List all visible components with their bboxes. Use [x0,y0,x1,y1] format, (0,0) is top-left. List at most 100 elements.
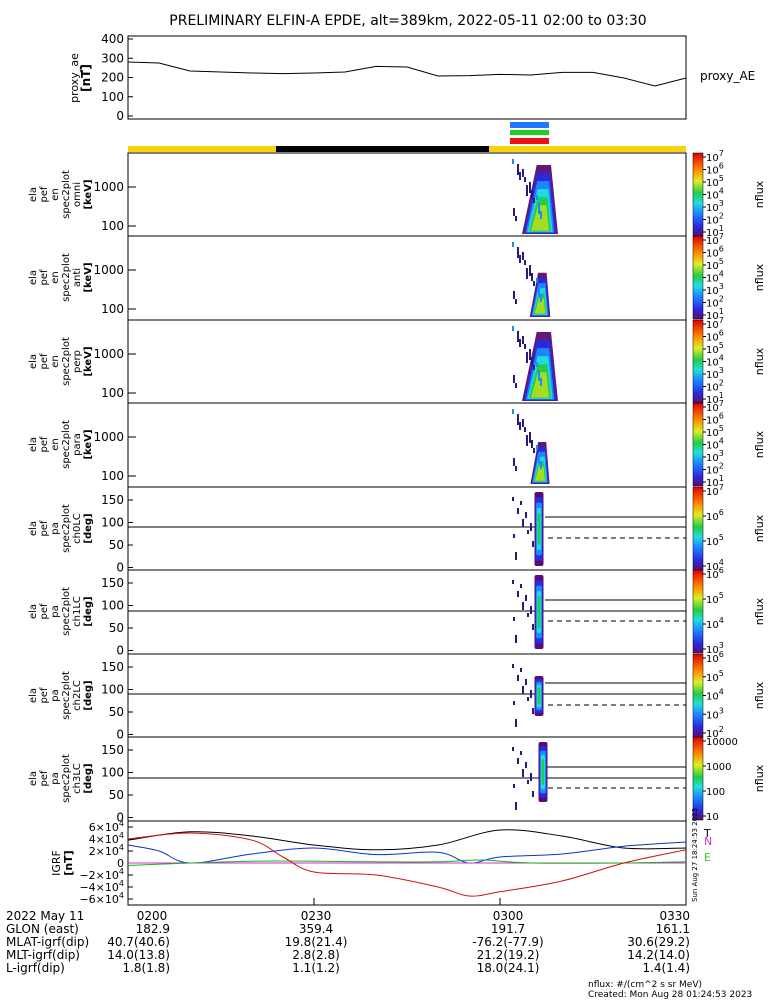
pa-spectro-speck [522,769,524,777]
xaxis-cell: 161.1 [656,922,690,936]
pa-panel-ch0 [127,486,687,571]
colorbar-tick-label-exp: 4 [719,616,724,625]
energy-spectro-speck [522,336,524,344]
pa-spectro-speck [527,697,529,701]
panel-ylabel-line: pef [39,687,50,704]
panel-ylabel-line: ch0LC [72,513,83,544]
colorbar-tick-label-exp: 6 [719,566,724,575]
panel-ytick-label: 100 [101,683,124,697]
xaxis-cell: 0230 [301,909,332,923]
proxy-ylabel-line: [nT] [79,64,93,92]
energy-spectro-speck [526,435,528,446]
colorbar [692,152,704,237]
energy-spectro-speck [526,352,528,363]
pa-spectro-speck [520,584,522,588]
pa-panel-ch2 [127,653,687,738]
igrf-series-line [127,841,687,864]
panel-ytick-label: 150 [101,660,124,674]
colorbar-tick-label-exp: 2 [719,379,724,388]
energy-spectro-speck [536,362,538,367]
panel-ytick-label: 0 [116,728,124,742]
igrf-ytick-label: 0 [117,857,124,870]
energy-spectro-speck [524,177,526,182]
colorbar-tick-label-exp: 3 [719,449,724,458]
proxy-ae-panel: 400 300 200 100 0 proxy_ae[nT] proxy_AE [68,32,755,123]
energy-spectro-speck [540,378,542,386]
igrf-legend-entry: N [704,835,712,848]
energy-spectro-speck [512,326,514,331]
panel-ytick-label: 100 [101,386,124,400]
pa-spectro-speck [527,530,529,534]
energy-spectro-speck [533,281,535,286]
pa-spectro-speck [522,686,524,694]
colorbar-tick-label-exp: 4 [719,270,724,279]
energy-spectro-speck [538,286,540,297]
side-stamp: Sun Aug 27 18:24:53 2023 [691,808,699,902]
xaxis-cell: 0200 [137,909,168,923]
energy-spectro-speck [515,466,517,471]
panel-ylabel-line: ela [28,604,39,619]
colorbar-tick-label-exp: 7 [719,149,724,158]
panel-ylabel-line: en [50,438,61,451]
igrf-ylabel-line: [nT] [62,850,75,875]
panel-ylabel-line: spec2plot [61,504,72,553]
colorbar-tick-label-exp: 4 [719,354,724,363]
pa-spectro-speck [525,762,527,768]
pa-spectro-speck [513,701,515,705]
colorbar-tick-label: 104 [706,616,724,631]
colorbar-tick-label-exp: 1 [719,391,724,400]
panel-ylabel-line: ch2LC [72,680,83,711]
xaxis-row-label: GLON (east) [6,922,79,936]
energy-spectro-speck [536,278,538,283]
colorbar-tick-label-exp: 6 [719,329,724,338]
panel-ylabel-line: [keV] [83,429,94,459]
energy-spectro-speck [519,172,521,180]
igrf-ytick-label-exp: 4 [119,831,124,840]
colorbar-tick-label-exp: 5 [719,424,724,433]
energy-spectro-speck [515,383,517,388]
proxy-ytick-label: 200 [101,71,124,85]
igrf-ytick-label: −4×104 [79,879,124,894]
energy-spectro-speck [519,255,521,263]
panel-ylabel-line: ela [28,270,39,285]
panel-ylabel-line: spec2plot [61,170,72,219]
energy-spectro-speck [512,242,514,247]
pa-spectro-speck [522,519,524,527]
xaxis-cell: 1.4(1.4) [642,961,690,975]
energy-spectro-speck [522,419,524,427]
colorbar-tick-label-exp: 4 [719,437,724,446]
colorbar-tick-label-exp: 5 [719,533,724,542]
energy-spectro-speck [529,349,531,360]
pa-spectro-speck [530,606,532,614]
energy-spectro-speck [540,461,542,469]
igrf-legend-entry: T [703,827,711,840]
energy-spectro-speck [536,195,538,200]
panel-ylabel-line: pef [39,353,50,370]
panel-ylabel-line: [keV] [83,179,94,209]
pa-spectro-speck [515,719,517,727]
xaxis-cell: 182.9 [136,922,170,936]
energy-panel-perp [127,319,687,404]
colorbar-label: nflux [753,681,766,709]
panel-ylabel-line: ch3LC [72,763,83,794]
panel-ylabel-line: en [50,188,61,201]
proxy-ae-legend: proxy_AE [700,69,755,83]
energy-spectro-speck [533,365,535,370]
panel-ylabel-line: spec2plot [61,253,72,302]
igrf-ytick-label: 2×104 [89,843,124,858]
pa-spectro-blob [541,759,545,785]
colorbar [692,736,704,821]
pa-spectro-speck [512,497,514,501]
colorbar-tick-label-exp: 3 [719,366,724,375]
panel-ylabel-line: spec2plot [61,587,72,636]
panel-ylabel-line: ela [28,521,39,536]
colorbar-tick-label-exp: 3 [719,199,724,208]
panel-ylabel-line: anti [72,268,83,287]
colorbar-tick-label-exp: 5 [719,669,724,678]
colorbar-tick-label-exp: 6 [719,412,724,421]
xaxis-cell: 359.4 [299,922,333,936]
panel-ylabel-line: pa [50,772,61,784]
proxy-ytick-label: 100 [101,90,124,104]
xaxis-ticks [127,898,687,905]
energy-spectro-speck [522,252,524,260]
